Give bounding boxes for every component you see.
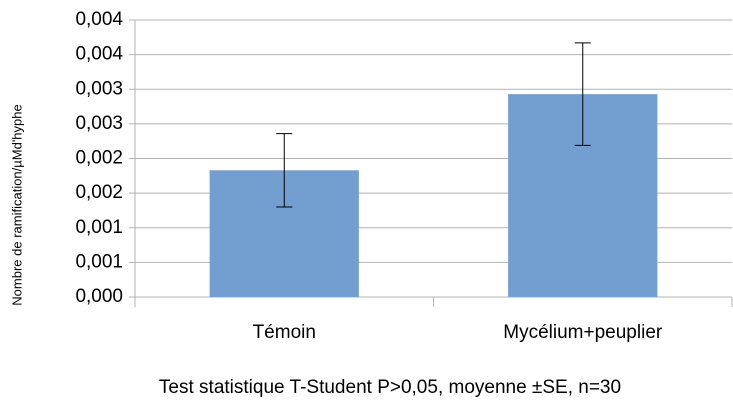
caption: Test statistique T-Student P>0,05, moyen… (159, 377, 621, 398)
y-tick-label: 0,001 (75, 251, 123, 272)
y-tick-label: 0,000 (75, 286, 123, 307)
y-tick-label: 0,003 (75, 78, 123, 99)
error-bar (574, 42, 591, 146)
y-tick-label: 0,003 (75, 113, 123, 134)
y-tick-label: 0,002 (75, 182, 123, 203)
y-tick-label: 0,004 (75, 44, 123, 65)
y-tick-label: 0,002 (75, 148, 123, 169)
y-tick-label: 0,004 (75, 9, 123, 30)
x-tick-label: Mycélium+peuplier (503, 322, 663, 343)
y-axis-label: Nombre de ramification/µMd'hyphe (9, 104, 24, 305)
y-tick-label: 0,001 (75, 217, 123, 238)
x-tick-label: Témoin (253, 322, 316, 343)
error-bar (276, 133, 293, 208)
